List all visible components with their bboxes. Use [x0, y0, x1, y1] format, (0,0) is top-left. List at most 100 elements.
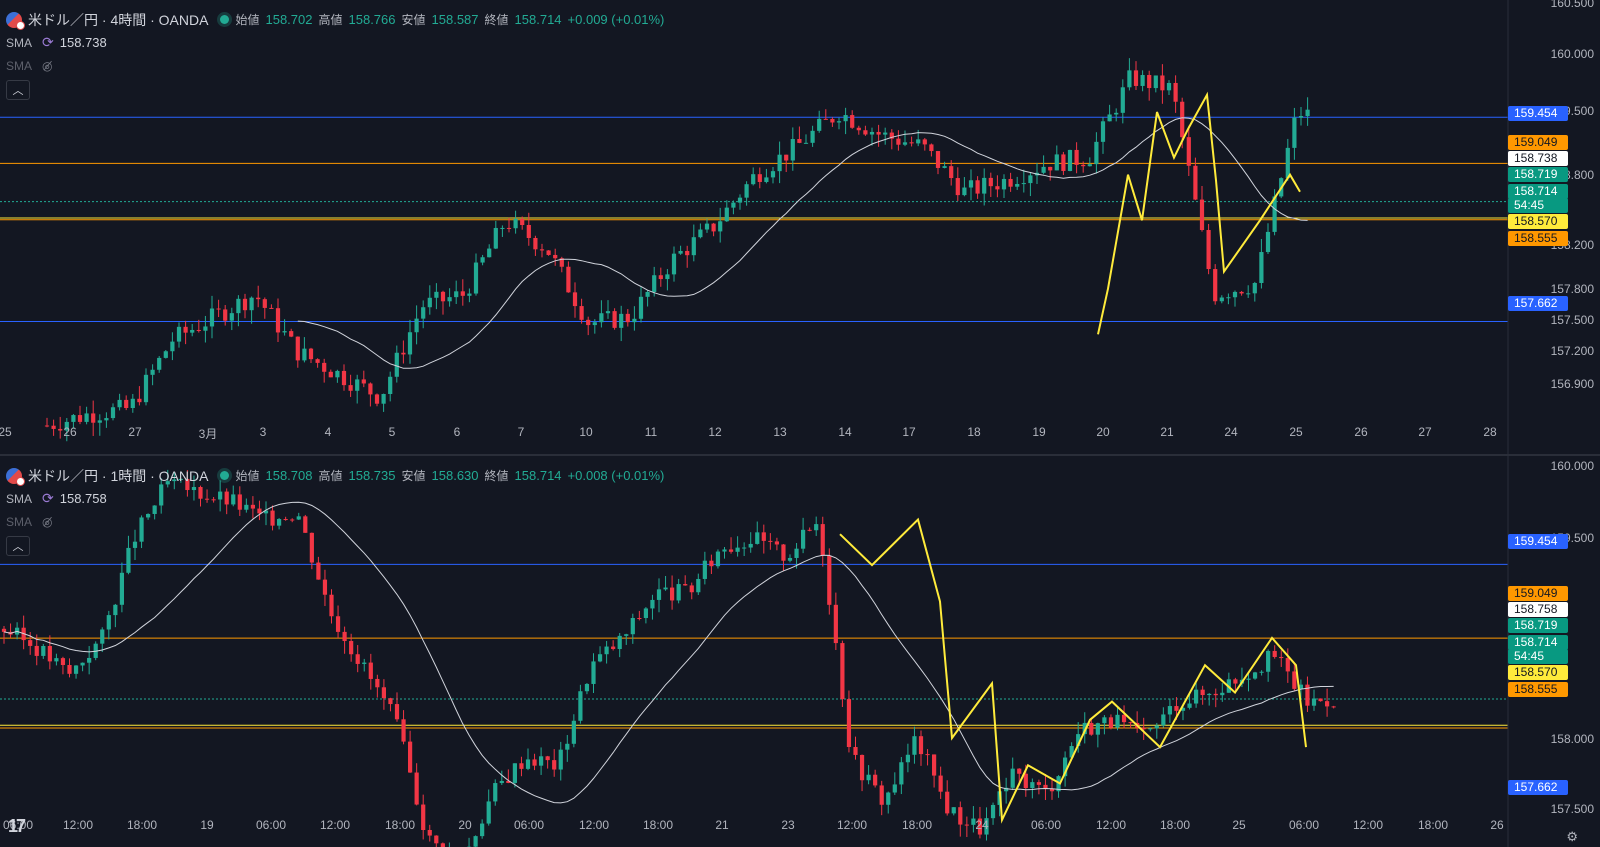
candle	[1311, 689, 1317, 711]
candle	[165, 469, 170, 488]
candle	[584, 683, 590, 695]
candle	[1259, 238, 1264, 289]
candle	[454, 280, 459, 305]
candle	[349, 633, 354, 662]
close-value: 158.714	[514, 12, 562, 27]
candle	[322, 358, 327, 383]
candle	[1147, 70, 1152, 101]
candle	[817, 110, 822, 133]
sma-line[interactable]	[3, 501, 1334, 804]
candle	[1239, 290, 1244, 296]
open-label: 始値	[235, 469, 260, 483]
sma-indicator-2[interactable]: SMA ◎̸	[6, 54, 664, 77]
eye-hidden-icon[interactable]: ◎̸	[42, 58, 53, 73]
candle	[949, 160, 954, 186]
candle	[899, 757, 904, 795]
candle	[237, 486, 242, 516]
time-tick-label: 12	[708, 425, 722, 439]
candle	[942, 161, 947, 169]
time-tick-label: 20	[458, 818, 472, 832]
candle	[487, 244, 492, 258]
candle	[157, 356, 162, 373]
candle	[1074, 142, 1079, 174]
candle	[1259, 670, 1264, 676]
time-tick-label: 3	[259, 425, 267, 439]
candle	[1298, 679, 1303, 701]
chart-pane-4h[interactable]: 米ドル／円 · 4時間 · OANDA 始値 158.702 高値 158.766 …	[0, 0, 1600, 454]
candle	[853, 736, 858, 760]
gear-icon[interactable]: ⚙	[1566, 829, 1578, 844]
candle	[591, 653, 596, 693]
candle	[977, 806, 983, 839]
candle	[625, 309, 630, 327]
candle	[60, 656, 66, 675]
candlestick-chart-1h[interactable]	[0, 456, 1600, 847]
candle	[401, 340, 406, 364]
candle	[328, 369, 333, 378]
candle	[520, 216, 525, 230]
candle	[638, 287, 644, 323]
candle	[499, 770, 504, 785]
candle	[71, 413, 76, 429]
yellow-trend-drawing[interactable]	[1097, 91, 1301, 335]
candle	[191, 475, 197, 501]
time-tick-label: 06:00	[1030, 818, 1062, 832]
time-tick-label: 12:00	[836, 818, 868, 832]
symbol-title[interactable]: 米ドル／円 · 4時間 · OANDA	[28, 11, 209, 28]
open-value: 158.708	[265, 468, 313, 483]
sma-indicator-1[interactable]: SMA ⟳ 158.738	[6, 31, 664, 54]
time-tick-label: 19	[200, 818, 214, 832]
time-tick-label: 19	[1032, 425, 1046, 439]
candle	[656, 578, 662, 613]
chart-pane-1h[interactable]: 米ドル／円 · 1時間 · OANDA 始値 158.708 高値 158.735 …	[0, 456, 1600, 847]
eye-hidden-icon[interactable]: ◎̸	[42, 514, 53, 529]
candle	[283, 516, 288, 521]
candle	[296, 512, 301, 521]
collapse-legend-button[interactable]: ︿	[6, 536, 30, 556]
sma-refresh-icon[interactable]: ⟳	[42, 490, 54, 506]
candle	[801, 517, 806, 554]
candle	[388, 371, 393, 402]
candle	[223, 305, 228, 326]
candle	[303, 514, 308, 533]
candlestick-chart-4h[interactable]	[0, 0, 1600, 454]
candle	[1049, 780, 1055, 800]
candle	[316, 556, 321, 580]
price-tag: 158.555	[1508, 231, 1568, 246]
candle	[256, 285, 261, 308]
collapse-legend-button[interactable]: ︿	[6, 80, 30, 100]
candle	[448, 842, 450, 847]
candle	[1279, 650, 1284, 667]
sma-line[interactable]	[297, 117, 1308, 369]
symbol-title[interactable]: 米ドル／円 · 1時間 · OANDA	[28, 467, 209, 484]
candle	[833, 592, 838, 650]
sma-refresh-icon[interactable]: ⟳	[42, 34, 54, 50]
time-tick-label: 18:00	[901, 818, 933, 832]
candle	[87, 646, 92, 675]
candle	[807, 527, 812, 532]
candle	[964, 816, 969, 837]
candle	[152, 505, 157, 520]
candle	[1087, 157, 1092, 167]
tradingview-logo[interactable]: 17	[8, 816, 26, 836]
candle	[755, 521, 760, 545]
market-open-dot-icon	[220, 15, 230, 24]
candle	[249, 296, 254, 324]
candle	[698, 223, 703, 239]
candle	[374, 393, 380, 407]
candle	[1194, 680, 1199, 708]
candle	[1153, 75, 1158, 93]
candle	[143, 368, 149, 406]
pane-divider[interactable]	[0, 454, 1600, 456]
candle	[388, 697, 393, 712]
yellow-trend-drawing[interactable]	[839, 517, 1307, 824]
candle	[427, 285, 432, 315]
price-tag: 159.049	[1508, 135, 1568, 150]
sma-indicator-1[interactable]: SMA ⟳ 158.758	[6, 487, 664, 510]
price-tag: 158.719	[1508, 618, 1568, 633]
candle	[229, 307, 234, 331]
candle	[506, 217, 512, 233]
candle	[113, 603, 118, 628]
sma-indicator-2[interactable]: SMA ◎̸	[6, 510, 664, 533]
usdjpy-flag-icon	[6, 467, 25, 486]
